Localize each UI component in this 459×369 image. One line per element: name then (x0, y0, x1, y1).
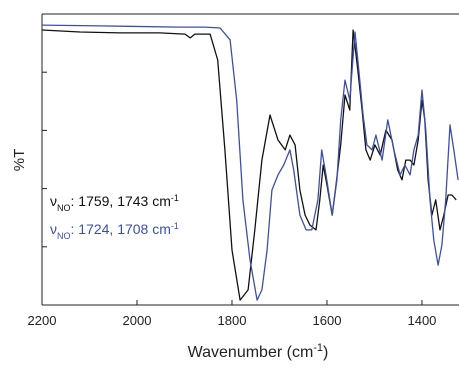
x-axis-label-text: Wavenumber (cm (188, 344, 314, 361)
annotation-text: : 1724, 1708 cm (71, 221, 171, 237)
x-tick-label: 2200 (28, 313, 57, 328)
annotation: νNO: 1759, 1743 cm-1 (50, 193, 179, 213)
y-axis-label: %T (11, 149, 28, 172)
x-tick-label: 1800 (218, 313, 247, 328)
x-tick-label: 1400 (407, 313, 436, 328)
annotation-sub: NO (57, 203, 71, 213)
spectrum-line (41, 24, 459, 301)
annotation-text: : 1759, 1743 cm (71, 193, 171, 209)
x-axis-label-sup: -1 (313, 342, 323, 354)
spectrum-line (41, 29, 457, 301)
x-axis-label-end: ) (323, 344, 328, 361)
annotation-symbol: ν (50, 193, 57, 209)
x-tick-label: 1600 (313, 313, 342, 328)
x-tick-label: 2000 (123, 313, 152, 328)
annotation-sup: -1 (171, 193, 179, 203)
annotation-symbol: ν (50, 221, 57, 237)
annotation: νNO: 1724, 1708 cm-1 (50, 221, 179, 241)
annotation-sub: NO (57, 231, 71, 241)
x-axis-label: Wavenumber (cm-1) (188, 342, 329, 361)
annotation-sup: -1 (171, 221, 179, 231)
